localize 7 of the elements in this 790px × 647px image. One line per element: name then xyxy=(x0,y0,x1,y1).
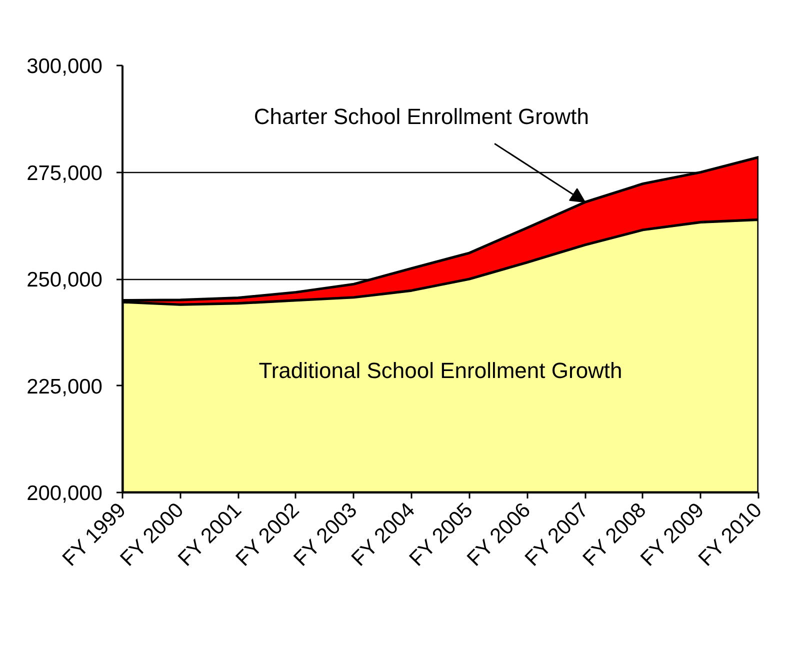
series-label: Traditional School Enrollment Growth xyxy=(258,358,622,383)
y-tick-label: 200,000 xyxy=(26,482,103,505)
y-tick-label: 225,000 xyxy=(26,375,103,398)
text: Charter School Enrollment Growth xyxy=(254,104,589,130)
y-tick-label: 300,000 xyxy=(26,55,103,78)
y-tick-label: 250,000 xyxy=(26,268,103,292)
y-tick-label: 275,000 xyxy=(26,162,103,185)
